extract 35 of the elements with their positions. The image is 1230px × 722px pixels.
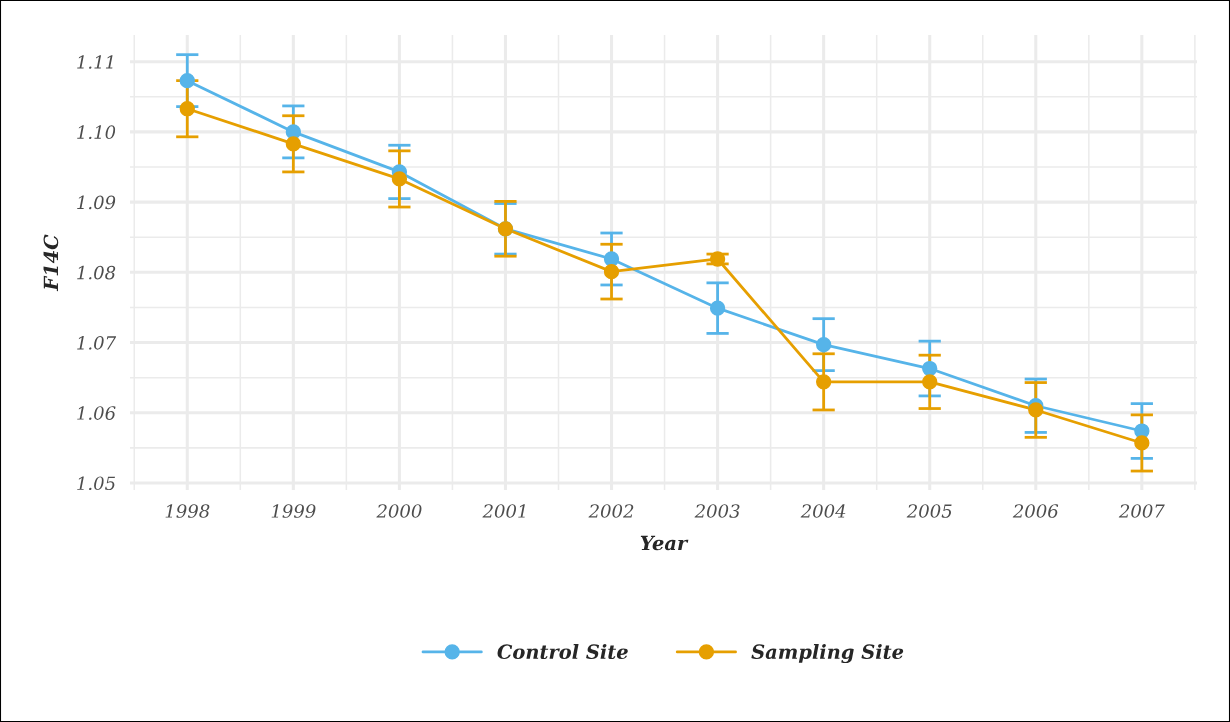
legend-label: Control Site (497, 644, 628, 660)
point (1134, 435, 1150, 451)
x-tick-label: 2005 (906, 504, 952, 518)
point (922, 360, 938, 377)
point (179, 73, 195, 89)
y-tick-label: 1.08 (77, 265, 116, 280)
point (709, 300, 726, 316)
x-tick-label: 1998 (165, 504, 210, 518)
y-tick-label: 1.11 (77, 55, 113, 69)
point (1028, 402, 1044, 418)
x-tick-label: 2001 (482, 504, 525, 518)
x-tick-label: 2000 (376, 504, 422, 518)
x-tick-label: 2006 (1012, 504, 1059, 518)
y-tick-label: 1.10 (77, 125, 116, 140)
y-tick-label: 1.05 (77, 476, 116, 491)
y-axis-title: F14C (43, 234, 59, 292)
x-tick-label: 1999 (271, 504, 316, 518)
point (922, 374, 938, 390)
point (179, 101, 195, 117)
point (709, 251, 726, 267)
y-tick-label: 1.06 (77, 406, 116, 420)
x-tick-label: 2003 (694, 504, 740, 518)
y-tick-label: 1.07 (77, 336, 117, 350)
x-tick-label: 2002 (588, 504, 634, 518)
point (816, 374, 832, 390)
x-tick-label: 2004 (800, 504, 846, 518)
point (816, 337, 832, 353)
point (603, 263, 620, 280)
x-axis-title: Year (640, 535, 689, 551)
legend-label: Sampling Site (751, 644, 904, 664)
point (391, 171, 408, 187)
y-tick-label: 1.09 (77, 195, 116, 210)
point (285, 136, 301, 152)
x-tick-label: 2007 (1118, 504, 1165, 518)
point (603, 251, 620, 267)
